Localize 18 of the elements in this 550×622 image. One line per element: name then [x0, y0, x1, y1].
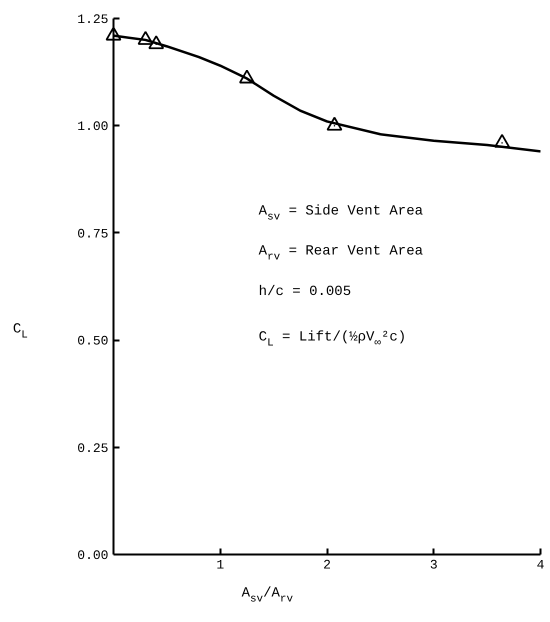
- y-tick-label: 0.25: [77, 440, 109, 456]
- text: = Lift/(½ρV∞²c): [282, 329, 406, 350]
- point: [239, 70, 255, 84]
- x-tick-label: 3: [430, 558, 438, 572]
- y-tick-label: 0.00: [77, 548, 109, 563]
- x-tick-label: 2: [323, 558, 331, 572]
- y-tick-label: 1.00: [77, 119, 109, 134]
- y-tick-label: 1.25: [77, 12, 109, 27]
- annotation: h/c = 0.005: [258, 284, 352, 300]
- point: [326, 116, 342, 131]
- y-tick-label: 0.75: [77, 226, 109, 242]
- point: [148, 35, 164, 50]
- x-tick-label: 4: [536, 558, 545, 572]
- y-tick-label: 0.50: [77, 334, 109, 349]
- x-tick-label: 1: [216, 558, 224, 572]
- point: [138, 30, 154, 45]
- point: [494, 134, 510, 148]
- point: [106, 26, 122, 41]
